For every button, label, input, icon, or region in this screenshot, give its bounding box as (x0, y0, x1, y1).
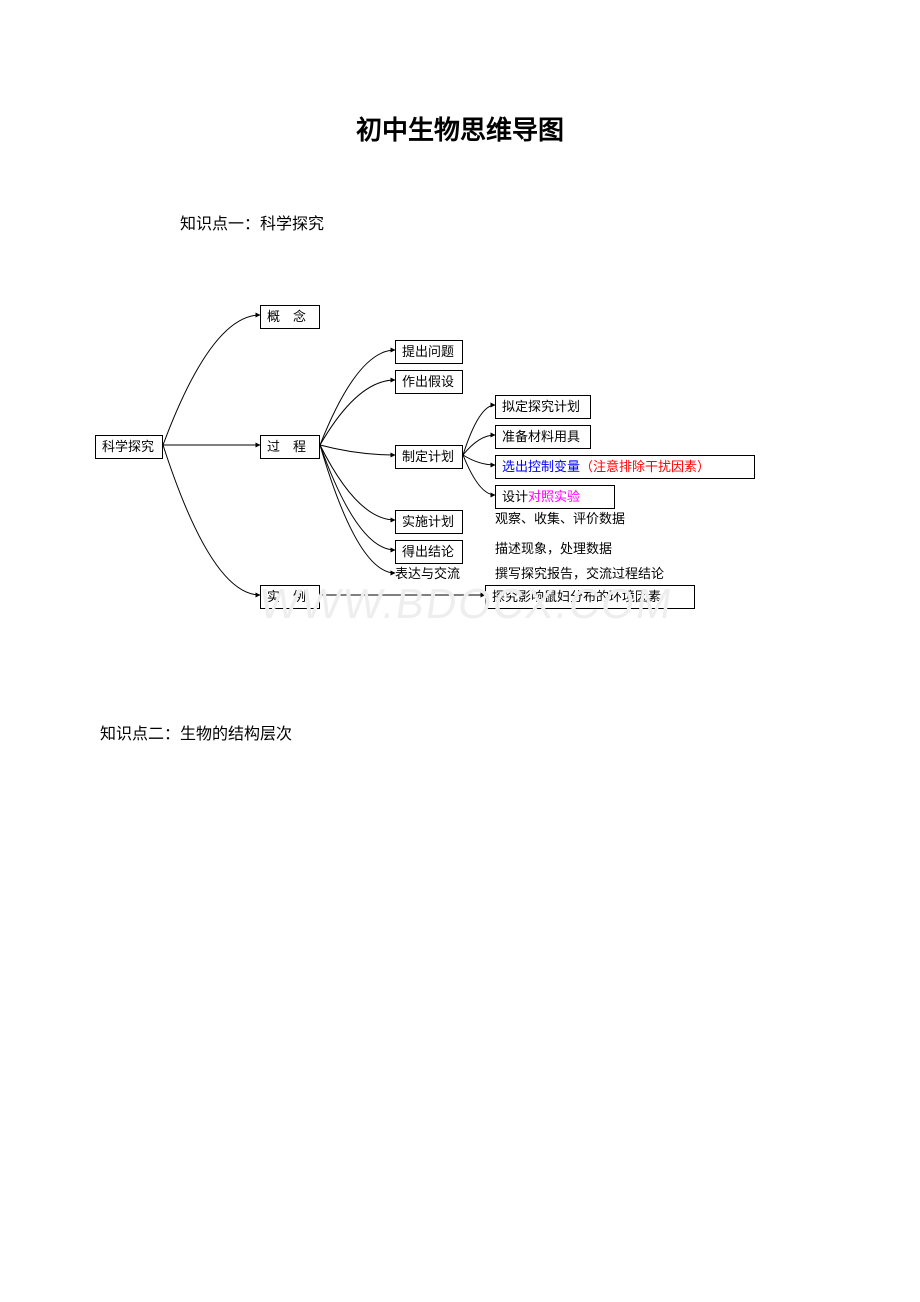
document-page: 初中生物思维导图 知识点一：科学探究 科学探究 概 念过 程实 例 提出问题作出假设… (0, 0, 920, 1302)
node-example: 实 例 (260, 585, 320, 609)
node-p4: 实施计划 (395, 510, 463, 534)
node-c1: 拟定探究计划 (495, 395, 591, 419)
edge-process-p1 (320, 350, 395, 445)
section-heading-1: 知识点一：科学探究 (180, 210, 324, 234)
node-p6: 表达与交流 (395, 565, 475, 583)
edge-p3-c1 (463, 405, 495, 455)
edge-process-p4 (320, 445, 395, 520)
edge-p3-c4 (463, 455, 495, 495)
node-c4: 设计对照实验 (495, 485, 615, 509)
node-p3: 制定计划 (395, 445, 463, 469)
edge-p3-c3 (463, 455, 495, 465)
edge-process-p5 (320, 445, 395, 550)
node-c2: 准备材料用具 (495, 425, 591, 449)
node-p1: 提出问题 (395, 340, 463, 364)
edge-p3-c2 (463, 435, 495, 455)
mindmap-diagram: 科学探究 概 念过 程实 例 提出问题作出假设制定计划实施计划得出结论表达与交流 拟定… (95, 285, 825, 630)
node-r5: 描述现象，处理数据 (495, 540, 612, 558)
section-heading-2: 知识点二：生物的结构层次 (100, 720, 292, 744)
node-root: 科学探究 (95, 435, 163, 459)
edge-process-p3 (320, 445, 395, 455)
node-r6: 撰写探究报告，交流过程结论 (495, 565, 664, 583)
edge-root-concept (163, 315, 260, 445)
node-ex: 探究影响鼠妇分布的环境因素 (485, 585, 695, 609)
edge-process-p6 (320, 445, 395, 573)
node-process: 过 程 (260, 435, 320, 459)
node-r4: 观察、收集、评价数据 (495, 510, 625, 528)
node-c3: 选出控制变量（注意排除干扰因素） (495, 455, 755, 479)
page-title: 初中生物思维导图 (0, 110, 920, 147)
node-concept: 概 念 (260, 305, 320, 329)
node-p5: 得出结论 (395, 540, 463, 564)
node-p2: 作出假设 (395, 370, 463, 394)
edge-root-example (163, 445, 260, 595)
edge-process-p2 (320, 380, 395, 445)
